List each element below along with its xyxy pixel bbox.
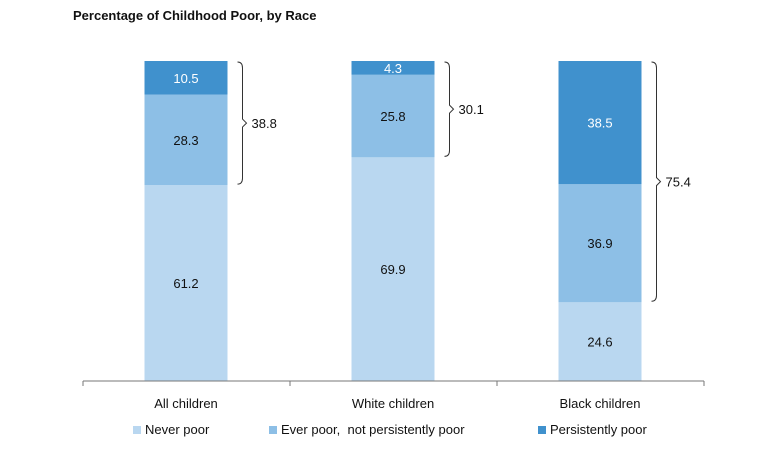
data-label-white-children-persistently-poor: 4.3 [384, 61, 402, 76]
legend-item-ever-poor: Ever poor, not persistently poor [269, 422, 465, 437]
bracket-total-black-children: 75.4 [666, 175, 691, 190]
x-tick-label-white-children: White children [352, 396, 434, 411]
data-label-all-children-never-poor: 61.2 [173, 276, 198, 291]
legend-label-ever-poor: Ever poor, not persistently poor [281, 422, 465, 437]
bar-black-children-ever-poor-not-persistently-poor [558, 184, 642, 303]
data-label-all-children-persistently-poor: 10.5 [173, 71, 198, 86]
legend-item-persistently-poor: Persistently poor [538, 422, 647, 437]
bar-white-children-ever-poor-not-persistently-poor [351, 74, 435, 158]
bar-all-children-never-poor [144, 185, 228, 381]
bar-white-children-never-poor [351, 157, 435, 381]
x-tick-label-all-children: All children [154, 396, 218, 411]
bar-white-children-persistently-poor [351, 61, 435, 75]
data-label-white-children-ever-poor-not-persistently-poor: 25.8 [380, 109, 405, 124]
bar-black-children-persistently-poor [558, 61, 642, 185]
bracket-total-all-children: 38.8 [252, 116, 277, 131]
chart-title: Percentage of Childhood Poor, by Race [73, 8, 317, 23]
bar-all-children-persistently-poor [144, 61, 228, 95]
legend-swatch-persistently-poor [538, 425, 546, 434]
legend-label-never-poor: Never poor [145, 422, 210, 437]
data-label-black-children-ever-poor-not-persistently-poor: 36.9 [587, 236, 612, 251]
bracket-total-white-children: 30.1 [459, 102, 484, 117]
legend: Never poor Ever poor, not persistently p… [0, 422, 778, 442]
data-label-black-children-persistently-poor: 38.5 [587, 116, 612, 131]
bracket-white-children [444, 61, 455, 157]
bar-all-children-ever-poor-not-persistently-poor [144, 94, 228, 186]
bracket-all-children [237, 61, 248, 185]
legend-label-persistently-poor: Persistently poor [550, 422, 647, 437]
data-label-black-children-never-poor: 24.6 [587, 335, 612, 350]
legend-swatch-never-poor [133, 425, 141, 434]
bracket-black-children [651, 61, 662, 302]
x-tick-label-black-children: Black children [560, 396, 641, 411]
data-label-white-children-never-poor: 69.9 [380, 262, 405, 277]
legend-item-never-poor: Never poor [133, 422, 209, 437]
data-label-all-children-ever-poor-not-persistently-poor: 28.3 [173, 133, 198, 148]
bar-black-children-never-poor [558, 302, 642, 381]
legend-swatch-ever-poor [269, 425, 277, 434]
